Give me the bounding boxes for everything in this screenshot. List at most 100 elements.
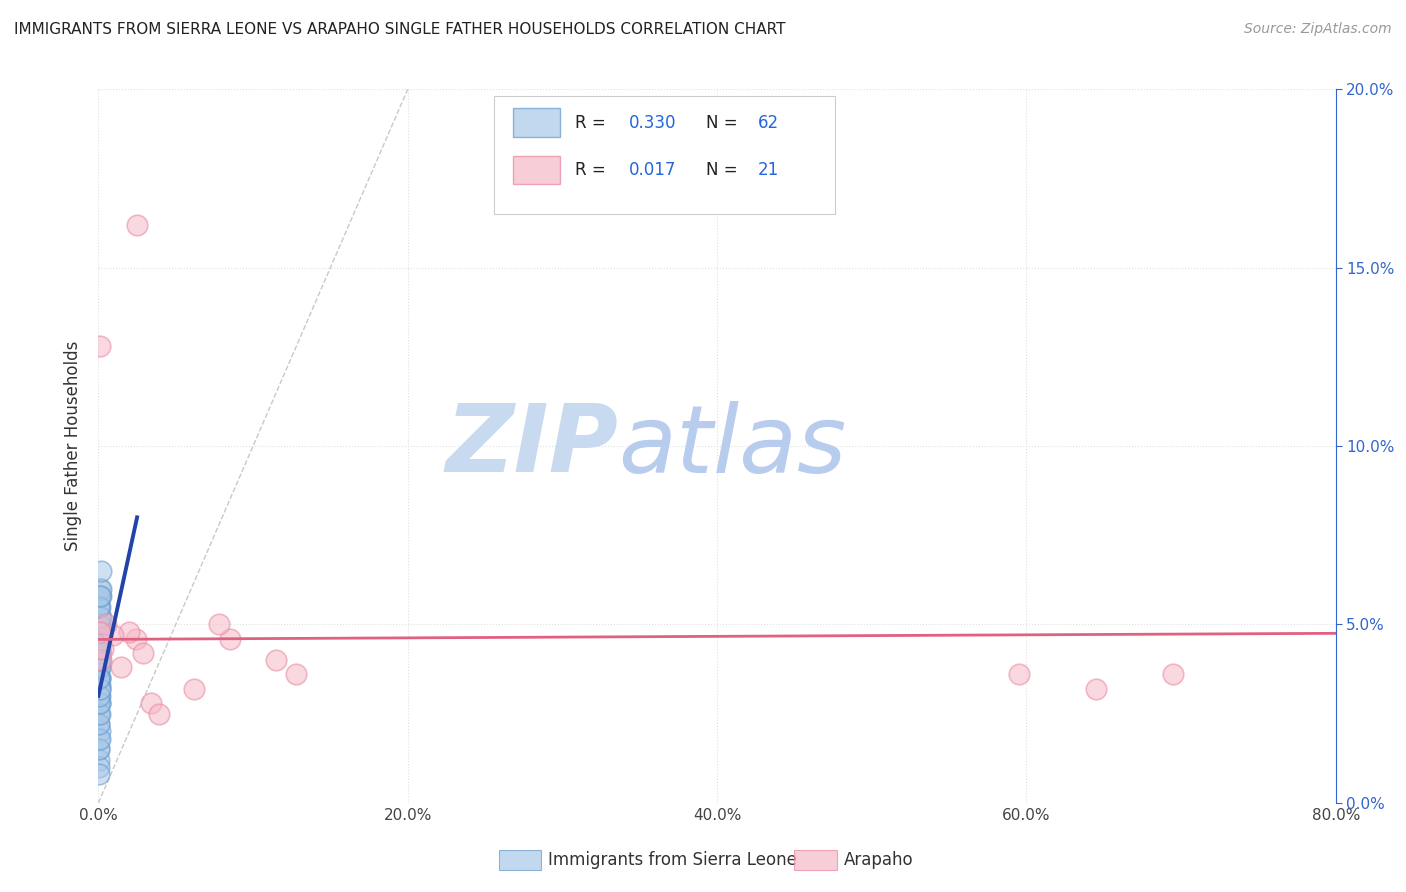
Point [132,646,155,660]
Point [89,624,111,639]
Point [139,696,162,710]
Point [90,624,112,639]
Point [89,653,111,667]
Point [89,617,111,632]
Point [89,671,111,685]
Point [96,617,118,632]
Point [89,642,111,657]
Point [89,639,111,653]
Point [89,706,111,721]
Point [89,589,111,603]
Point [89,635,111,649]
Point [87,742,110,756]
Text: N =: N = [706,161,742,178]
Point [89,646,111,660]
Text: Arapaho: Arapaho [844,851,914,869]
Point [89,689,111,703]
Point [87,653,110,667]
Point [87,689,110,703]
Point [89,689,111,703]
Point [89,696,111,710]
Point [87,767,110,781]
Text: 0.017: 0.017 [630,161,676,178]
Point [90,564,112,578]
Point [89,696,111,710]
Text: R =: R = [575,114,610,132]
Point [89,646,111,660]
Point [89,646,111,660]
Point [89,646,111,660]
Point [208,617,231,632]
Text: 0.330: 0.330 [630,114,676,132]
Point [1161,667,1184,681]
Point [90,653,112,667]
Point [89,717,111,731]
Text: N =: N = [706,114,742,132]
Text: R =: R = [575,161,610,178]
Point [89,624,111,639]
Point [183,681,205,696]
Point [285,667,308,681]
Point [89,681,111,696]
Point [89,610,111,624]
Point [89,635,111,649]
Point [91,642,114,657]
Point [89,339,111,353]
Point [89,642,111,657]
Point [89,624,111,639]
Point [87,760,110,774]
Point [89,706,111,721]
Point [89,742,111,756]
Point [87,731,110,746]
Point [89,660,111,674]
Point [90,589,112,603]
Point [89,696,111,710]
Text: IMMIGRANTS FROM SIERRA LEONE VS ARAPAHO SINGLE FATHER HOUSEHOLDS CORRELATION CHA: IMMIGRANTS FROM SIERRA LEONE VS ARAPAHO … [14,22,786,37]
Point [89,681,111,696]
Point [89,678,111,692]
Point [89,589,111,603]
Point [148,706,170,721]
Point [89,617,111,632]
Point [87,671,110,685]
Point [110,660,132,674]
Point [87,706,110,721]
Point [89,624,111,639]
Point [89,731,111,746]
Point [89,653,111,667]
Point [89,599,111,614]
Bar [513,109,560,137]
Point [89,599,111,614]
Point [89,660,111,674]
Point [266,653,288,667]
Point [89,660,111,674]
Point [89,624,111,639]
Point [219,632,242,646]
Point [89,671,111,685]
Point [89,717,111,731]
Point [90,582,112,596]
Point [90,610,112,624]
Bar [513,155,560,184]
Point [87,753,110,767]
Point [1007,667,1029,681]
Point [124,632,146,646]
Point [101,628,124,642]
Text: Source: ZipAtlas.com: Source: ZipAtlas.com [1244,22,1392,37]
Text: 62: 62 [758,114,779,132]
Point [89,635,111,649]
Point [89,724,111,739]
Point [89,582,111,596]
Point [89,599,111,614]
Point [118,624,141,639]
Text: atlas: atlas [619,401,846,491]
Text: 21: 21 [758,161,779,178]
Point [89,671,111,685]
Point [127,218,149,232]
Text: Immigrants from Sierra Leone: Immigrants from Sierra Leone [548,851,797,869]
Y-axis label: Single Father Households: Single Father Households [65,341,83,551]
Point [89,681,111,696]
Point [1085,681,1108,696]
Text: ZIP: ZIP [446,400,619,492]
Point [89,617,111,632]
